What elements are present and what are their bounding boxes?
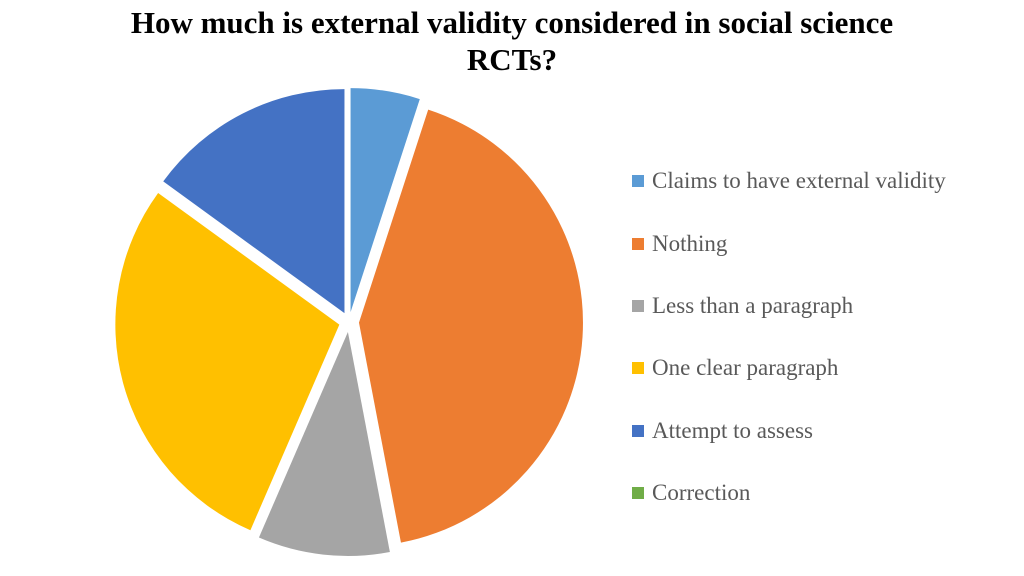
legend-label: Claims to have external validity: [652, 168, 946, 194]
legend-label: Nothing: [652, 230, 728, 256]
legend-label: One clear paragraph: [652, 355, 839, 381]
legend-label: Less than a paragraph: [652, 292, 854, 318]
chart-title-line-1: How much is external validity considered…: [130, 5, 894, 40]
legend-swatch: [632, 362, 644, 375]
legend-swatch: [632, 487, 644, 500]
legend-label: Correction: [652, 480, 751, 506]
chart-title-line-2: RCTs?: [466, 42, 558, 77]
pie-slice-less-than-paragraph: [258, 331, 390, 556]
legend-item: Less than a paragraph: [632, 275, 1012, 337]
legend-swatch: [632, 424, 644, 437]
legend-label: Attempt to assess: [652, 417, 813, 443]
legend: Claims to have external validity Nothing…: [632, 150, 1012, 524]
pie-slice-claims: [350, 88, 420, 313]
legend-item: Nothing: [632, 212, 1012, 274]
legend-item: Correction: [632, 462, 1012, 524]
chart-title: How much is external validity considered…: [62, 4, 962, 78]
legend-item: Claims to have external validity: [632, 150, 1012, 212]
legend-item: One clear paragraph: [632, 337, 1012, 399]
legend-item: Attempt to assess: [632, 400, 1012, 462]
legend-swatch: [632, 237, 644, 250]
pie-slice-one-clear-paragraph: [115, 192, 340, 531]
pie-slice-nothing: [358, 109, 583, 543]
pie-slice-attempt-to-assess: [163, 89, 345, 314]
legend-swatch: [632, 299, 644, 312]
legend-swatch: [632, 175, 644, 188]
